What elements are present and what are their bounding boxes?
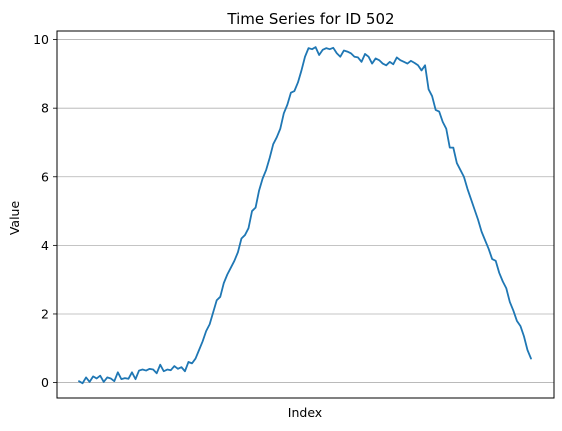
y-axis-ticks: 0 2 4 6 8 10 — [33, 32, 57, 390]
series-line — [78, 46, 532, 385]
y-tick-label: 8 — [41, 101, 49, 116]
gridlines — [57, 39, 554, 383]
chart-title: Time Series for ID 502 — [226, 10, 394, 28]
y-tick-label: 6 — [41, 169, 49, 184]
y-tick-label: 2 — [41, 306, 49, 321]
y-axis-title: Value — [7, 201, 22, 236]
y-tick-label: 0 — [41, 375, 49, 390]
plot-frame — [56, 30, 555, 399]
series-layer — [78, 46, 532, 385]
y-tick-label: 10 — [33, 32, 49, 47]
x-axis-title: Index — [288, 405, 322, 420]
y-tick-label: 4 — [41, 238, 49, 253]
